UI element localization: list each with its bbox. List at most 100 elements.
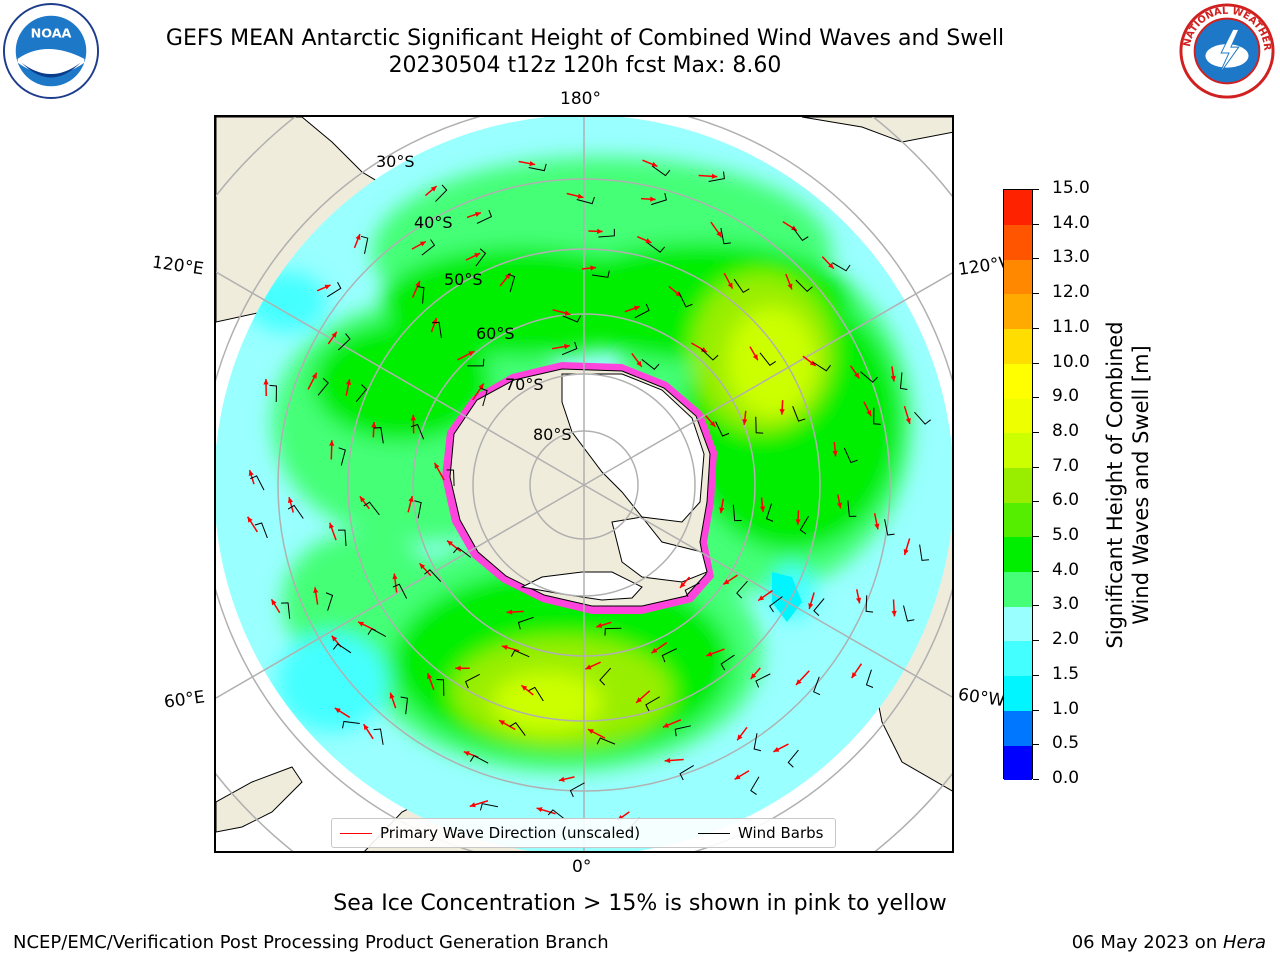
wave-arrow-head bbox=[866, 410, 872, 417]
wave-arrow-head bbox=[419, 563, 426, 570]
wind-barb bbox=[759, 352, 776, 367]
wave-arrow-head bbox=[719, 507, 725, 514]
colorbar-segment bbox=[1004, 641, 1032, 677]
wind-barb bbox=[843, 447, 858, 464]
colorbar-segment bbox=[1004, 224, 1032, 260]
wind-barb bbox=[326, 281, 342, 298]
lat-label-30s: 30°S bbox=[376, 152, 415, 171]
wind-barb bbox=[813, 676, 821, 696]
sea-ice-note: Sea Ice Concentration > 15% is shown in … bbox=[333, 891, 947, 916]
lon-label-0: 0° bbox=[572, 857, 592, 877]
wind-barb-swatch bbox=[698, 832, 730, 834]
wave-arrow-head bbox=[434, 462, 440, 469]
wind-barb bbox=[424, 569, 442, 582]
colorbar-tick bbox=[1033, 223, 1039, 225]
wave-arrow-head bbox=[854, 372, 860, 379]
map-legend: Primary Wave Direction (unscaled) Wind B… bbox=[331, 818, 836, 848]
wind-barb bbox=[661, 648, 677, 663]
lat-label-70s: 70°S bbox=[505, 375, 544, 394]
colorbar-tick bbox=[1033, 189, 1039, 190]
wind-barb bbox=[591, 270, 610, 278]
wind-barb bbox=[416, 286, 425, 304]
wind-barb bbox=[596, 737, 616, 745]
wind-barb bbox=[325, 592, 334, 611]
wave-arrow-head bbox=[903, 549, 909, 555]
wind-barb bbox=[674, 725, 691, 737]
wave-arrow-head bbox=[650, 196, 656, 202]
wind-barb bbox=[337, 529, 347, 547]
wave-arrow-head bbox=[742, 419, 748, 425]
wave-arrow-head bbox=[329, 522, 335, 529]
wind-barb bbox=[281, 602, 291, 619]
wave-arrow-head bbox=[455, 665, 461, 671]
colorbar-tick bbox=[1033, 640, 1039, 642]
colorbar-tick bbox=[1033, 397, 1039, 399]
lon-label-60e: 60°E bbox=[162, 687, 207, 713]
wave-arrow-head bbox=[636, 360, 642, 367]
colorbar-tick-label: 8.0 bbox=[1052, 420, 1080, 441]
wind-barb bbox=[467, 358, 485, 367]
wind-barb bbox=[332, 643, 352, 654]
colorbar-tick-label: 1.5 bbox=[1052, 663, 1080, 684]
wind-barb bbox=[753, 733, 762, 752]
wave-arrow-head bbox=[651, 647, 658, 654]
wind-barb bbox=[576, 196, 595, 205]
wave-arrow-head bbox=[905, 417, 911, 424]
wind-barb bbox=[569, 782, 585, 798]
wind-barb bbox=[792, 227, 809, 242]
wind-barb bbox=[903, 605, 915, 622]
wave-arrow-head bbox=[329, 440, 335, 446]
wind-barb bbox=[410, 423, 425, 440]
wave-arrow-head bbox=[587, 729, 594, 735]
wind-barb bbox=[476, 209, 493, 224]
wind-barb bbox=[421, 239, 436, 256]
wave-arrow-head bbox=[828, 262, 834, 269]
wind-barb bbox=[755, 416, 764, 434]
wave-arrow-head bbox=[758, 595, 765, 601]
wave-arrow-head bbox=[474, 253, 481, 258]
wind-barb bbox=[792, 406, 806, 422]
wave-arrow-head bbox=[427, 673, 433, 680]
wind-barb bbox=[799, 515, 809, 535]
wave-arrow-head bbox=[355, 234, 361, 241]
wave-arrow-head bbox=[891, 610, 897, 617]
wave-arrow-head bbox=[447, 540, 453, 547]
wave-arrow-head bbox=[419, 241, 426, 247]
wind-barb bbox=[250, 475, 265, 491]
wave-arrow-head bbox=[334, 708, 341, 714]
wave-arrow-head bbox=[474, 211, 481, 217]
colorbar-tick-label: 15.0 bbox=[1052, 178, 1090, 198]
wind-barb bbox=[715, 421, 730, 437]
wave-arrow-head bbox=[706, 651, 713, 657]
wave-arrow-head bbox=[709, 420, 716, 427]
wind-barb bbox=[562, 315, 581, 323]
wave-arrow-head bbox=[248, 470, 254, 476]
wind-barb bbox=[678, 292, 693, 308]
wave-arrow-head bbox=[287, 497, 293, 504]
footer-date-text: 06 May 2023 on bbox=[1071, 932, 1223, 953]
wind-barb bbox=[884, 519, 895, 536]
colorbar-tick bbox=[1033, 327, 1039, 329]
wave-arrow-head bbox=[331, 635, 338, 642]
wind-barbs bbox=[250, 163, 931, 835]
colorbar-tick-label: 3.0 bbox=[1052, 594, 1080, 615]
wind-barb bbox=[254, 522, 268, 539]
wave-arrow-head bbox=[773, 747, 780, 752]
wind-barb bbox=[547, 809, 566, 821]
colorbar-tick-label: 7.0 bbox=[1052, 455, 1080, 476]
colorbar-segment bbox=[1004, 259, 1032, 295]
wave-arrow-head bbox=[662, 722, 669, 728]
wave-arrow-head bbox=[371, 422, 377, 428]
colorbar-tick bbox=[1033, 779, 1039, 780]
wave-arrow-head bbox=[463, 751, 470, 757]
colorbar-tick-label: 9.0 bbox=[1052, 386, 1080, 407]
colorbar bbox=[1003, 189, 1033, 781]
colorbar-tick-label: 0.0 bbox=[1052, 768, 1080, 788]
wind-barb bbox=[795, 279, 813, 292]
lat-label-60s: 60°S bbox=[476, 324, 515, 343]
wave-arrow-head bbox=[468, 351, 475, 357]
lat-label-80s: 80°S bbox=[533, 425, 572, 444]
lat-label-40s: 40°S bbox=[414, 213, 453, 232]
lon-label-180: 180° bbox=[560, 89, 601, 109]
wind-barb bbox=[700, 348, 719, 361]
